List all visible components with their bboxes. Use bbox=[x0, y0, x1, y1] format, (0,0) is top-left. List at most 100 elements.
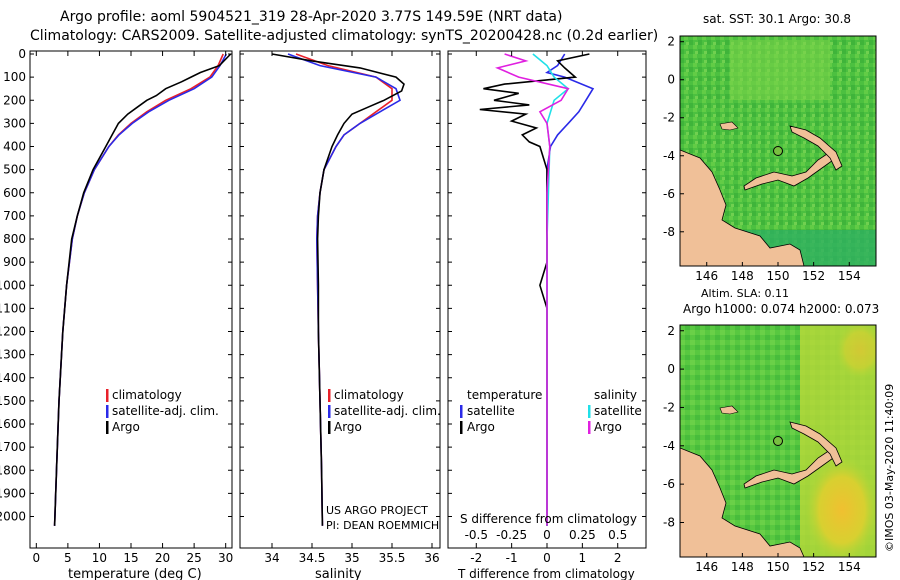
x-tick-label: 15 bbox=[123, 551, 138, 565]
depth-tick-label: 100 bbox=[3, 70, 26, 84]
x-tick-label: 30 bbox=[218, 551, 233, 565]
depth-tick-label: 500 bbox=[3, 163, 26, 177]
temperature-xlabel: temperature (deg C) bbox=[68, 567, 202, 580]
depth-tick-label: 300 bbox=[3, 116, 26, 130]
sla-land-png bbox=[680, 447, 805, 557]
legend-swatch-s-argo bbox=[588, 421, 591, 434]
temperature-series bbox=[53, 53, 232, 526]
x-tick-label: 5 bbox=[64, 551, 72, 565]
x-tick-label: 36 bbox=[424, 551, 439, 565]
depth-tick-label: 1900 bbox=[0, 486, 26, 500]
legend-argo: Argo bbox=[112, 420, 140, 434]
sla-map-title-1: Altim. SLA: 0.11 bbox=[701, 287, 789, 300]
depth-tick-label: 1400 bbox=[0, 371, 26, 385]
series-argo bbox=[53, 53, 232, 526]
map-y-tick-label: -2 bbox=[663, 400, 675, 414]
map-y-tick-label: -4 bbox=[663, 439, 675, 453]
map-x-tick-label: 152 bbox=[802, 269, 825, 283]
depth-tick-label: 400 bbox=[3, 140, 26, 154]
map-y-tick-label: 2 bbox=[667, 324, 675, 338]
difference-legend: temperature salinity satellite Argo sate… bbox=[460, 388, 642, 434]
map-x-tick-label: 148 bbox=[731, 560, 754, 574]
map-x-tick-label: 146 bbox=[695, 269, 718, 283]
salinity-x-ticks: 34 34.5 35 35.5 36 bbox=[264, 51, 440, 565]
legend-t-argo: Argo bbox=[467, 420, 495, 434]
imos-stamp: ©IMOS 03-May-2020 11:40:09 bbox=[883, 384, 896, 552]
legend-swatch-argo bbox=[106, 421, 109, 434]
depth-tick-label: 900 bbox=[3, 255, 26, 269]
map-y-tick-label: 2 bbox=[667, 35, 675, 49]
map-y-tick-label: -2 bbox=[663, 111, 675, 125]
depth-tick-label: 1600 bbox=[0, 417, 26, 431]
x-tick-label: 34 bbox=[264, 551, 279, 565]
argo-location-marker bbox=[773, 146, 783, 156]
sst-map-ticks: 146 148 150 152 154 2 0 -2 -4 -6 -8 bbox=[663, 35, 861, 283]
legend-swatch-climatology bbox=[328, 389, 331, 402]
map-y-tick-label: -4 bbox=[663, 149, 675, 163]
map-y-tick-label: -8 bbox=[663, 225, 675, 239]
depth-tick-label: 1500 bbox=[0, 394, 26, 408]
credit-project: US ARGO PROJECT bbox=[326, 504, 428, 517]
series-t-argo bbox=[479, 53, 590, 526]
sla-land-island bbox=[719, 405, 739, 415]
legend-swatch-argo bbox=[328, 421, 331, 434]
map-y-tick-label: 0 bbox=[667, 73, 675, 87]
argo-location-marker bbox=[773, 436, 783, 446]
legend-satellite: satellite-adj. clim. bbox=[112, 404, 219, 418]
x-tick-label: 1 bbox=[579, 551, 587, 565]
legend-swatch-t-satellite bbox=[460, 405, 463, 418]
salinity-series bbox=[271, 53, 405, 526]
salinity-panel bbox=[239, 50, 441, 549]
x2-tick-label: 0.25 bbox=[569, 528, 596, 542]
depth-tick-label: 1100 bbox=[0, 301, 26, 315]
sst-map-title: sat. SST: 30.1 Argo: 30.8 bbox=[703, 12, 851, 26]
sla-map bbox=[680, 325, 876, 557]
difference-x2label: S difference from climatology bbox=[460, 512, 637, 526]
x2-tick-label: -0.5 bbox=[465, 528, 488, 542]
depth-tick-label: 1700 bbox=[0, 440, 26, 454]
map-x-tick-label: 154 bbox=[838, 560, 861, 574]
depth-axis: 0 100 200 300 400 500 600 700 800 900 1000 1100 1200… bbox=[0, 47, 26, 524]
sst-land-png bbox=[680, 149, 805, 266]
map-x-tick-label: 150 bbox=[767, 560, 790, 574]
sst-map bbox=[680, 36, 876, 266]
depth-tick-label: 800 bbox=[3, 232, 26, 246]
x-tick-label: 35.5 bbox=[379, 551, 406, 565]
legend-swatch-satellite bbox=[328, 405, 331, 418]
x2-tick-label: -0.25 bbox=[496, 528, 527, 542]
x-tick-label: 35 bbox=[344, 551, 359, 565]
map-y-tick-label: -6 bbox=[663, 187, 675, 201]
legend-salinity-title: salinity bbox=[594, 388, 637, 402]
salinity-legend: climatology satellite-adj. clim. Argo bbox=[328, 388, 441, 434]
sst-land-newireland bbox=[789, 125, 843, 171]
x2-tick-label: 0 bbox=[543, 528, 551, 542]
depth-tick-label: 1800 bbox=[0, 463, 26, 477]
map-y-tick-label: 0 bbox=[667, 362, 675, 376]
map-x-tick-label: 152 bbox=[802, 560, 825, 574]
legend-satellite: satellite-adj. clim. bbox=[334, 404, 441, 418]
series-s-argo bbox=[495, 53, 570, 526]
legend-climatology: climatology bbox=[334, 388, 404, 402]
series-argo bbox=[271, 53, 405, 526]
x-tick-label: 25 bbox=[186, 551, 201, 565]
x-tick-label: 34.5 bbox=[299, 551, 326, 565]
x-tick-label: 2 bbox=[614, 551, 622, 565]
map-x-tick-label: 154 bbox=[838, 269, 861, 283]
x-tick-label: -1 bbox=[506, 551, 518, 565]
depth-tick-label: 600 bbox=[3, 186, 26, 200]
series-s-satellite bbox=[532, 53, 570, 526]
map-y-tick-label: -8 bbox=[663, 515, 675, 529]
depth-tick-label: 1300 bbox=[0, 348, 26, 362]
legend-swatch-t-argo bbox=[460, 421, 463, 434]
difference-xlabel: T difference from climatology bbox=[457, 567, 635, 580]
map-x-tick-label: 148 bbox=[731, 269, 754, 283]
legend-swatch-climatology bbox=[106, 389, 109, 402]
map-y-tick-label: -6 bbox=[663, 477, 675, 491]
temperature-legend: climatology satellite-adj. clim. Argo bbox=[106, 388, 219, 434]
depth-tick-label: 700 bbox=[3, 209, 26, 223]
depth-tick-label: 0 bbox=[18, 47, 26, 61]
series-t-satellite bbox=[545, 53, 595, 526]
sla-yellow-blob bbox=[804, 455, 876, 557]
x-tick-label: 10 bbox=[92, 551, 107, 565]
x-tick-label: 20 bbox=[155, 551, 170, 565]
